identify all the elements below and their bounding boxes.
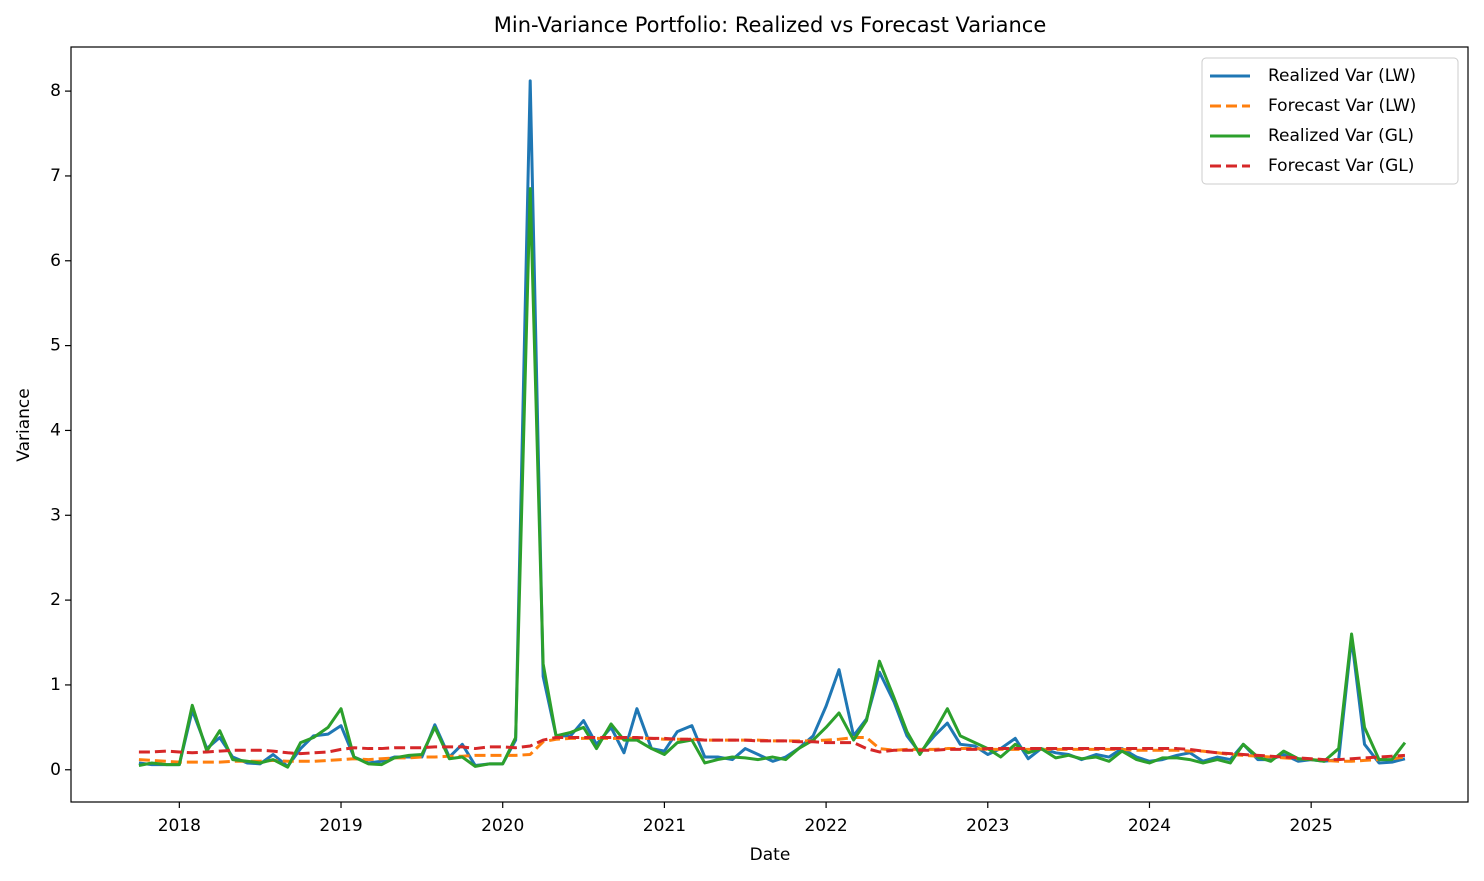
y-tick-label: 5 [50,336,61,356]
y-tick-label: 2 [50,590,61,610]
y-tick-label: 0 [50,760,61,780]
y-axis-label: Variance [14,388,34,461]
x-tick-label: 2019 [319,816,362,836]
series-line [138,736,1406,762]
axes-frame [70,46,1469,803]
x-axis-label: Date [750,845,791,865]
y-tick-label: 7 [50,166,61,186]
x-tick-label: 2020 [481,816,524,836]
series-line [138,187,1407,769]
plot-area [138,79,1407,769]
y-tick-label: 3 [50,505,61,525]
y-tick-label: 6 [50,251,61,271]
x-tick-label: 2021 [643,816,686,836]
y-tick-label: 1 [50,675,61,695]
legend: Realized Var (LW) Forecast Var (LW) Realiz… [1201,57,1459,185]
x-tick-label: 2024 [1128,816,1171,836]
x-tick-label: 2018 [158,816,201,836]
chart-title: Min-Variance Portfolio: Realized vs Fore… [494,13,1047,37]
x-tick-label: 2023 [966,816,1009,836]
x-tick-label: 2025 [1290,816,1333,836]
legend-box [1201,57,1459,185]
legend-label: Realized Var (LW) [1268,66,1416,86]
legend-label: Realized Var (GL) [1268,126,1414,146]
legend-label: Forecast Var (LW) [1268,96,1416,116]
y-tick-label: 8 [50,81,61,101]
y-tick-label: 4 [50,420,61,440]
legend-label: Forecast Var (GL) [1268,156,1414,176]
x-tick-label: 2022 [804,816,847,836]
